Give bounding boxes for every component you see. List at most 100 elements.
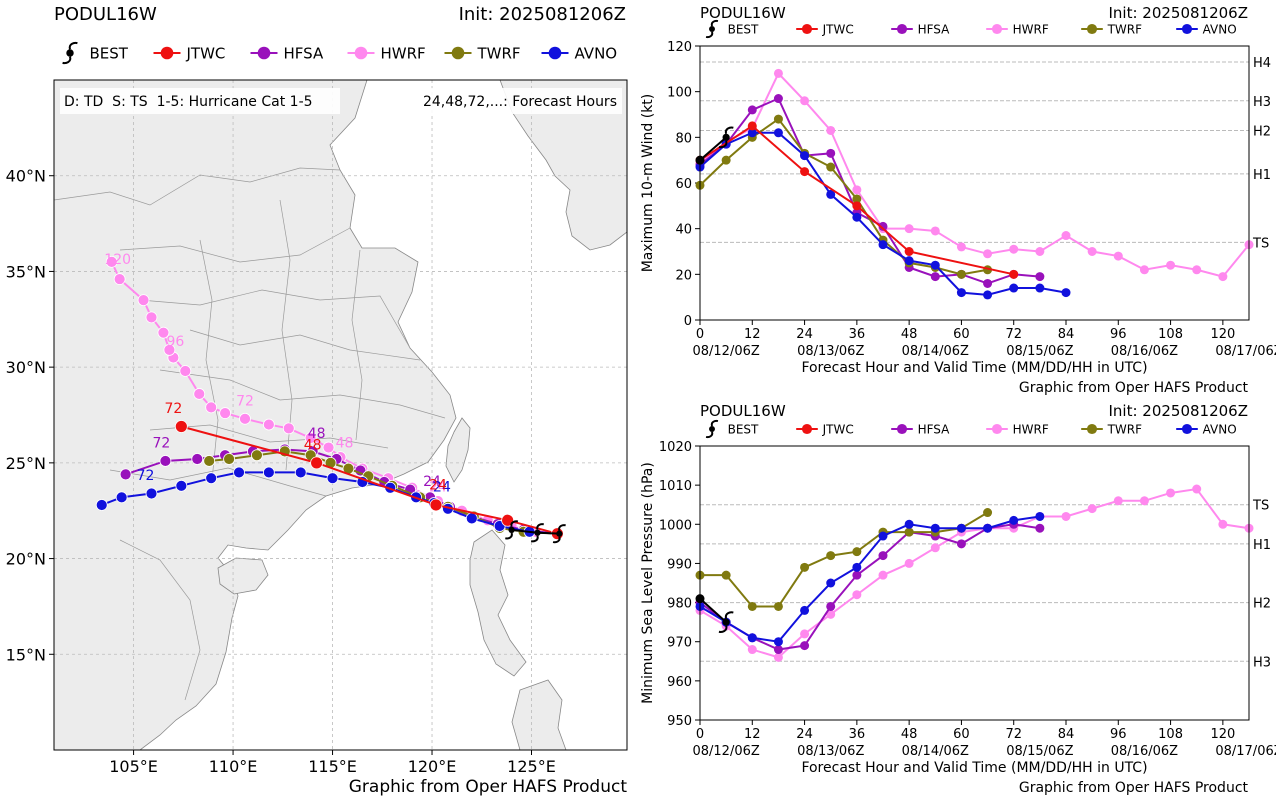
wind-legend-jtwc-label: JTWC: [822, 22, 854, 36]
wind-legend-hwrf-marker: [991, 23, 1003, 35]
wind-series-avno-point: [983, 290, 993, 300]
wind-y-tick-label: 80: [675, 131, 692, 146]
pressure-series-avno-point: [878, 531, 888, 541]
pressure-series-twrf-point: [852, 547, 862, 557]
wind-series-hwrf-point: [956, 242, 966, 252]
pressure-series-hwrf-point: [1192, 484, 1202, 494]
wind-y-tick-label: 100: [667, 86, 692, 101]
wind-series-jtwc-point: [800, 167, 810, 177]
wind-y-tick-label: 40: [675, 223, 692, 238]
pressure-legend-best-icon-arm: [705, 431, 714, 439]
pressure-series-best: [699, 597, 727, 623]
luzon: [469, 529, 527, 677]
pressure-plot: TS H1 H2 H3 0 12 24 36 48 60 72 84 96 108 120 08/12/06Z…: [640, 440, 1276, 776]
pressure-x-tick-label: 60: [953, 727, 970, 742]
map-lon-tick-label: 125°E: [507, 757, 556, 776]
pressure-legend-hwrf-label: HWRF: [1013, 422, 1049, 436]
map-track-hwrf-hour-label: 72: [236, 393, 254, 409]
pressure-series-hfsa-point: [800, 641, 810, 651]
map-track-avno-point: [95, 499, 108, 511]
pressure-series-avno-point: [904, 519, 914, 529]
pressure-y-tick-label: 1000: [659, 518, 692, 533]
map-track-avno-point: [205, 472, 218, 485]
map-track-hwrf-point: [179, 365, 192, 377]
wind-footer: Graphic from Oper HAFS Product: [1019, 380, 1249, 396]
pressure-y-tick-label: 990: [667, 557, 692, 572]
map-track-hwrf-point: [145, 311, 158, 324]
map-track-hwrf-point: [282, 422, 295, 435]
map-track-avno-hour-label: 72: [137, 468, 155, 484]
map-lon-tick-label: 105°E: [109, 757, 158, 776]
map-footer: Graphic from Oper HAFS Product: [349, 777, 628, 797]
map-track-hwrf-point: [304, 432, 317, 444]
map-track-hfsa-hour-label: 24: [423, 474, 441, 490]
wind-series-avno-point: [956, 288, 966, 298]
pressure-series-hwrf-point: [852, 590, 862, 600]
pressure-x-tick-label: 108: [1158, 727, 1183, 742]
pressure-legend-best-label: BEST: [728, 422, 759, 436]
map-lat-tick-label: 20°N: [6, 550, 46, 569]
wind-series-avno-point: [800, 151, 810, 161]
pressure-series-twrf-point: [721, 570, 731, 580]
pressure-series-twrf: [700, 511, 989, 608]
wind-series-hwrf-point: [930, 226, 940, 236]
wind-series-hfsa-point: [1035, 272, 1045, 282]
wind-series-jtwc-point: [852, 201, 862, 211]
map-track-best-icon: [552, 524, 566, 544]
pressure-x-tick-label: 48: [901, 727, 918, 742]
wind-series-hwrf-point: [904, 224, 914, 234]
wind-series-best: [699, 136, 727, 161]
map-track-avno-hour-label: 24: [433, 480, 451, 496]
wind-date-label: 08/17/06Z: [1215, 344, 1276, 359]
wind-date-label: 08/14/06Z: [902, 344, 969, 359]
map-track-avno-point: [465, 512, 478, 525]
pressure-x-tick-label: 36: [849, 727, 866, 742]
map-key-box: [60, 88, 340, 114]
pressure-footer: Graphic from Oper HAFS Product: [1019, 780, 1249, 796]
pressure-y-axis-label: Minimum Sea Level Pressure (hPa): [640, 462, 656, 704]
pressure-series-best-icon-arm: [724, 611, 734, 619]
pressure-date-label: 08/14/06Z: [902, 744, 969, 759]
wind-series-hwrf-point: [800, 96, 810, 106]
wind-series-avno-point: [773, 128, 783, 138]
wind-series-twrf-point: [956, 269, 966, 279]
pressure-y-tick-label: 950: [667, 714, 692, 729]
pressure-series-best-icon: [718, 611, 734, 633]
pressure-legend-avno-marker: [1181, 423, 1193, 435]
pressure-series-twrf-point: [983, 508, 993, 518]
pressure-series-hwrf-point: [1166, 488, 1176, 498]
map-land: [54, 80, 627, 750]
wind-category-label: H2: [1253, 124, 1271, 139]
wind-series-hwrf-point: [1009, 244, 1019, 254]
wind-category-label: H4: [1253, 56, 1271, 71]
wind-legend-best-icon-eye: [709, 26, 715, 32]
pressure-panel: PODUL16W Init: 2025081206Z BEST JTWC HFSA H…: [640, 402, 1276, 796]
pressure-y-tick-label: 970: [667, 636, 692, 651]
map-grid: [54, 80, 627, 750]
map-legend-avno-marker: [548, 46, 562, 60]
map-key-text: D: TD S: TS 1-5: Hurricane Cat 1-5: [64, 94, 313, 110]
wind-x-axis-label: Forecast Hour and Valid Time (MM/DD/HH i…: [801, 360, 1147, 376]
pressure-x-tick-label: 96: [1110, 727, 1127, 742]
wind-series-hwrf: [699, 71, 1250, 278]
wind-series-hfsa-point: [747, 105, 757, 115]
map-init: Init: 2025081206Z: [459, 4, 626, 25]
wind-panel: PODUL16W Init: 2025081206Z BEST JTWC HFSA H…: [640, 4, 1276, 396]
map-track-best-icon-arm: [530, 535, 539, 543]
pressure-date-label: 08/17/06Z: [1215, 744, 1276, 759]
map-track-best-icon-eye: [508, 526, 515, 534]
map-track-hfsa-hour-label: 72: [153, 436, 171, 452]
wind-x-tick-label: 96: [1110, 327, 1127, 342]
pressure-series-hwrf: [699, 487, 1250, 659]
map-track-twrf-point: [251, 449, 263, 462]
map-track-best-icon-arm: [510, 520, 519, 528]
wind-title: PODUL16W: [700, 4, 786, 22]
pressure-category-label: TS: [1252, 499, 1269, 514]
map-lat-tick-label: 15°N: [6, 645, 46, 664]
wind-series-avno-point: [852, 212, 862, 222]
pressure-y-tick-label: 960: [667, 675, 692, 690]
pressure-series-hfsa-point: [1035, 523, 1045, 533]
wind-x-tick-label: 84: [1058, 327, 1075, 342]
wind-legend-jtwc-marker: [801, 23, 813, 35]
pressure-series-avno-point: [956, 523, 966, 533]
